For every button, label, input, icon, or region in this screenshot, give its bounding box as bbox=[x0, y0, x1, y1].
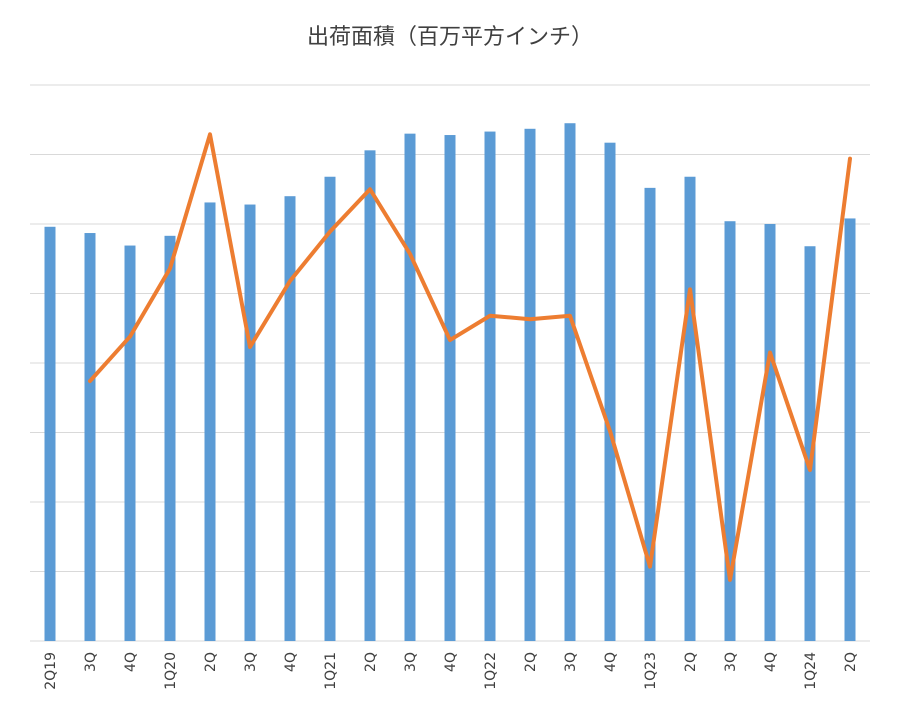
line-point-14 bbox=[609, 430, 611, 432]
bar-20 bbox=[844, 218, 856, 641]
x-tick-label-2: 4Q bbox=[123, 652, 139, 672]
line-series bbox=[88, 132, 852, 582]
bar-8 bbox=[364, 150, 376, 641]
line-point-18 bbox=[769, 352, 771, 354]
line-point-12 bbox=[529, 318, 531, 320]
x-axis-tick-labels: 2Q19 3Q 4Q 1Q20 2Q 3Q 4Q 1Q21 2Q 3Q 4Q 1Q22 2Q 3Q 4Q 1Q… bbox=[43, 652, 859, 690]
x-tick-label-8: 2Q bbox=[363, 652, 379, 672]
line-point-17 bbox=[729, 579, 731, 581]
x-tick-label-15: 1Q23 bbox=[643, 652, 659, 690]
line-point-19 bbox=[809, 469, 811, 471]
x-tick-label-9: 3Q bbox=[403, 652, 419, 672]
bar-4 bbox=[204, 202, 216, 641]
bar-2 bbox=[124, 245, 136, 642]
line-point-4 bbox=[209, 133, 211, 135]
line-point-10 bbox=[449, 339, 451, 341]
bar-1 bbox=[84, 233, 96, 641]
x-tick-label-5: 3Q bbox=[243, 652, 259, 672]
x-tick-label-18: 4Q bbox=[763, 652, 779, 672]
line-point-2 bbox=[129, 336, 131, 338]
bar-17 bbox=[724, 221, 736, 641]
x-tick-label-3: 1Q20 bbox=[163, 652, 179, 690]
line-point-5 bbox=[249, 346, 251, 348]
x-tick-label-20: 2Q bbox=[843, 652, 859, 672]
bar-5 bbox=[244, 204, 256, 642]
x-tick-label-17: 3Q bbox=[723, 652, 739, 672]
x-tick-label-13: 3Q bbox=[563, 652, 579, 672]
bar-14 bbox=[604, 142, 616, 641]
x-tick-label-0: 2Q19 bbox=[43, 652, 59, 690]
line-point-8 bbox=[369, 188, 371, 190]
line-point-16 bbox=[689, 288, 691, 290]
line-point-9 bbox=[409, 253, 411, 255]
chart-title: 出荷面積（百万平方インチ） bbox=[307, 25, 593, 50]
bar-16 bbox=[684, 176, 696, 642]
line-point-3 bbox=[169, 267, 171, 269]
x-tick-label-11: 1Q22 bbox=[483, 652, 499, 690]
line-point-13 bbox=[569, 315, 571, 317]
line-point-7 bbox=[329, 231, 331, 233]
x-tick-label-16: 2Q bbox=[683, 652, 699, 672]
bar-11 bbox=[484, 131, 496, 641]
series-line bbox=[88, 132, 852, 582]
bar-3 bbox=[164, 235, 176, 641]
line-point-11 bbox=[489, 315, 491, 317]
bar-0 bbox=[44, 226, 56, 641]
line-point-20 bbox=[849, 158, 851, 160]
bar-series bbox=[44, 123, 856, 642]
x-tick-label-10: 4Q bbox=[443, 652, 459, 672]
line-point-6 bbox=[289, 280, 291, 282]
bar-18 bbox=[764, 224, 776, 641]
x-tick-label-7: 1Q21 bbox=[323, 652, 339, 690]
x-tick-label-6: 4Q bbox=[283, 652, 299, 672]
line-point-1 bbox=[89, 380, 91, 382]
bar-7 bbox=[324, 176, 336, 642]
bar-12 bbox=[524, 128, 536, 641]
bar-15 bbox=[644, 187, 656, 642]
bar-13 bbox=[564, 123, 576, 642]
bar-6 bbox=[284, 196, 296, 641]
x-tick-label-14: 4Q bbox=[603, 652, 619, 672]
bar-19 bbox=[804, 246, 816, 642]
bar-10 bbox=[444, 135, 456, 642]
bar-9 bbox=[404, 133, 416, 641]
line-point-15 bbox=[649, 566, 651, 568]
x-tick-label-19: 1Q24 bbox=[803, 652, 819, 690]
x-tick-label-1: 3Q bbox=[83, 652, 99, 672]
x-tick-label-12: 2Q bbox=[523, 652, 539, 672]
x-tick-label-4: 2Q bbox=[203, 652, 219, 672]
